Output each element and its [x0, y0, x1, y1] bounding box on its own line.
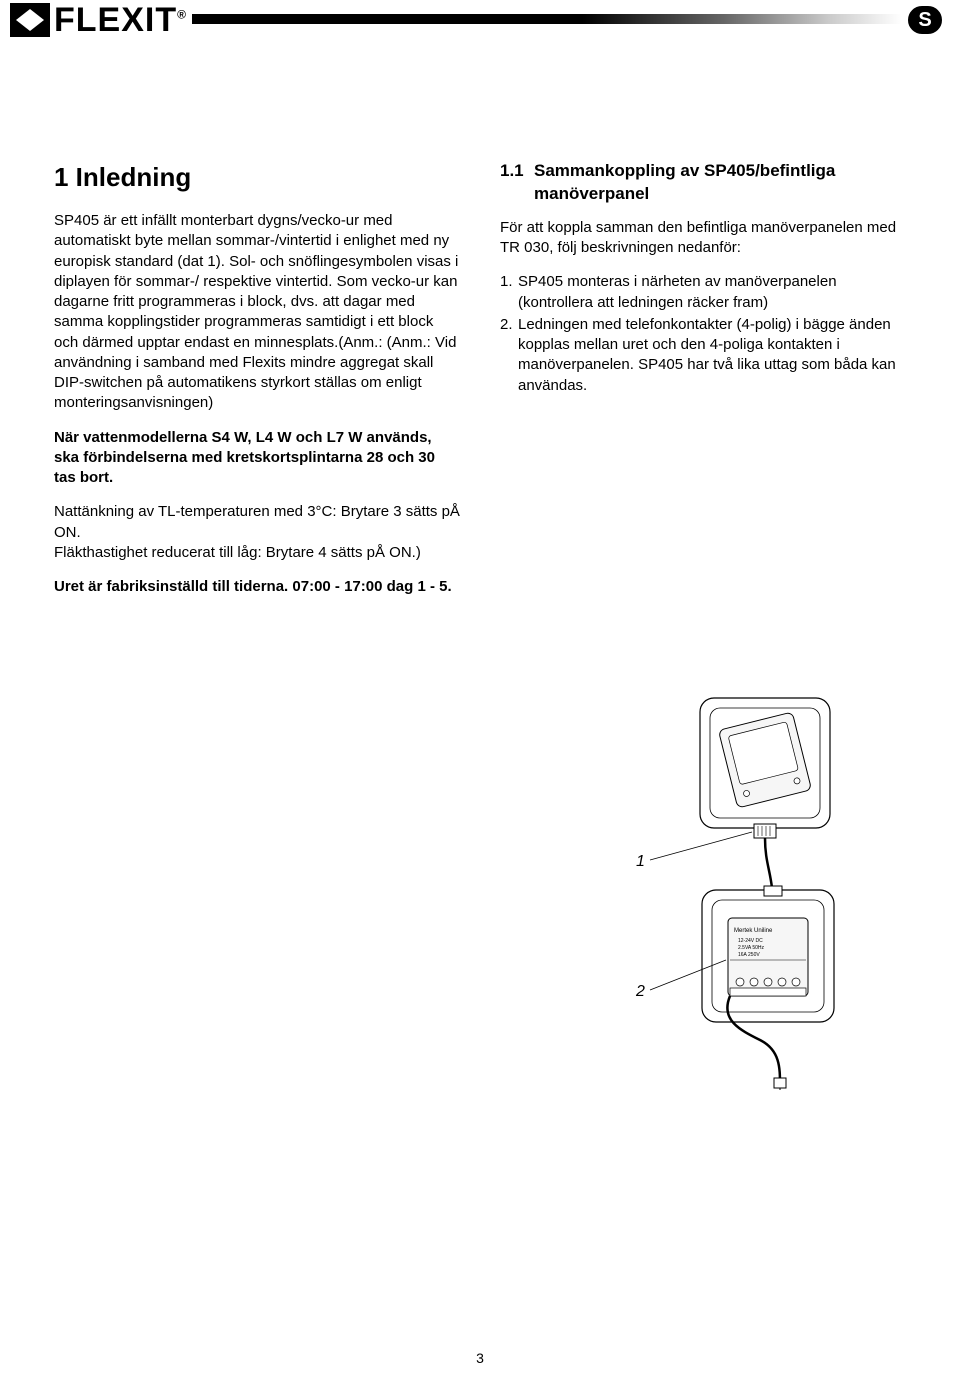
content-columns: 1 Inledning SP405 är ett infällt monterb… [54, 160, 906, 611]
brand-arrows-icon [10, 3, 50, 37]
step-2-text: Ledningen med telefonkontakter (4-polig)… [518, 315, 906, 396]
figure-label-2: 2 [635, 983, 645, 1000]
figure-label-1: 1 [636, 853, 645, 870]
lower-panel-icon: Mertek Uniline 12-24V DC 2.5VA 50Hz 16A … [702, 890, 834, 1022]
leader-line-1 [650, 832, 752, 860]
heading-text: Sammankoppling av SP405/befintliga manöv… [534, 160, 906, 206]
column-right: 1.1 Sammankoppling av SP405/befintliga m… [500, 160, 906, 611]
switch-note-4: Fläkthastighet reducerat till låg: Bryta… [54, 544, 421, 561]
factory-setting-note: Uret är fabriksinställd till tiderna. 07… [54, 577, 460, 597]
svg-text:Mertek Uniline: Mertek Uniline [734, 928, 773, 934]
upper-panel-icon [700, 698, 830, 838]
heading-number: 1.1 [500, 160, 534, 206]
water-models-note: När vattenmodellerna S4 W, L4 W och L7 W… [54, 428, 460, 489]
wiring-svg: 1 Mertek Uniline 12-24V DC 2.5VA 50Hz 16… [630, 690, 870, 1090]
language-badge: S [908, 6, 942, 34]
connection-intro: För att koppla samman den befintliga man… [500, 218, 906, 259]
step-1-text: SP405 monteras i närheten av manöverpane… [518, 272, 906, 313]
cable-upper [765, 838, 772, 888]
step-2: 2. Ledningen med telefonkontakter (4-pol… [500, 315, 906, 396]
svg-text:12-24V DC: 12-24V DC [738, 938, 763, 944]
svg-text:16A 250V: 16A 250V [738, 952, 760, 958]
step-1: 1. SP405 monteras i närheten av manöverp… [500, 272, 906, 313]
page-number: 3 [0, 1350, 960, 1366]
brand-logo: FLEXIT® [10, 0, 187, 40]
step-1-num: 1. [500, 272, 518, 313]
cable-plug-icon [774, 1078, 786, 1088]
brand-text: FLEXIT [54, 1, 177, 39]
wiring-figure: 1 Mertek Uniline 12-24V DC 2.5VA 50Hz 16… [630, 690, 870, 1090]
page: FLEXIT® S 1 Inledning SP405 är ett infäl… [0, 0, 960, 1390]
switch-note-3: Nattänkning av TL-temperaturen med 3°C: … [54, 503, 460, 540]
intro-paragraph: SP405 är ett infällt monterbart dygns/ve… [54, 211, 460, 414]
page-header: FLEXIT® S [0, 0, 960, 40]
section-heading-1-1: 1.1 Sammankoppling av SP405/befintliga m… [500, 160, 906, 206]
plug-icon [764, 886, 782, 896]
header-rule [192, 14, 902, 24]
step-2-num: 2. [500, 315, 518, 396]
column-left: 1 Inledning SP405 är ett infällt monterb… [54, 160, 460, 611]
brand-wordmark: FLEXIT® [54, 1, 187, 40]
svg-text:2.5VA 50Hz: 2.5VA 50Hz [738, 945, 765, 951]
section-heading-1: 1 Inledning [54, 160, 460, 195]
switch-notes: Nattänkning av TL-temperaturen med 3°C: … [54, 502, 460, 563]
registered-mark: ® [177, 7, 187, 21]
